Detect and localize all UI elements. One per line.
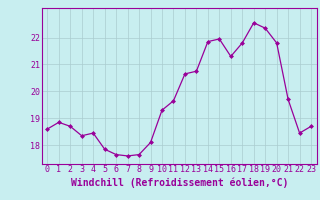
X-axis label: Windchill (Refroidissement éolien,°C): Windchill (Refroidissement éolien,°C) [70,177,288,188]
